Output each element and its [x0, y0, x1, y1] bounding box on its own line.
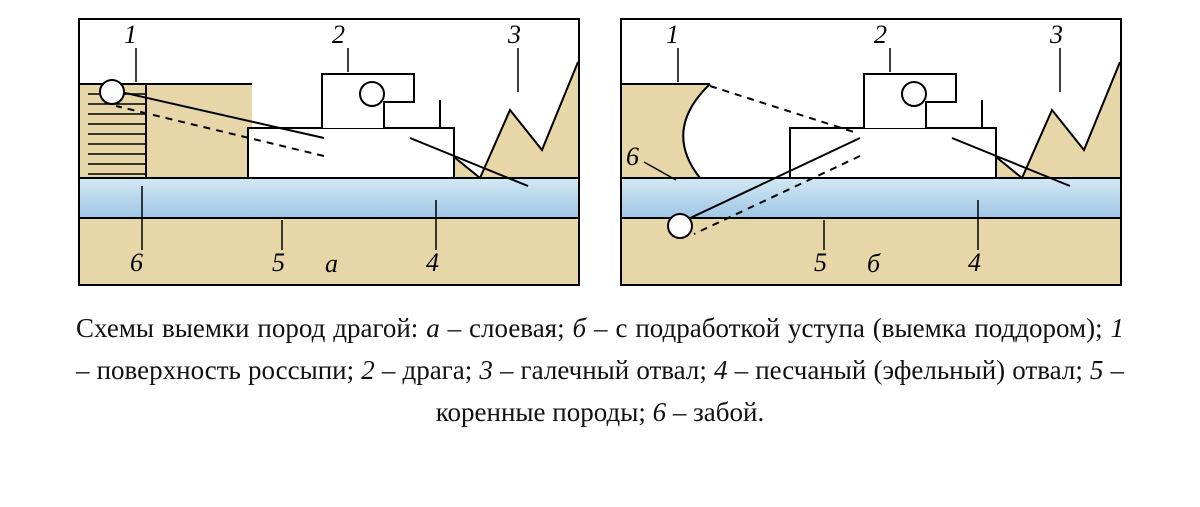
callout-4: 4: [968, 250, 981, 276]
panels-row: 1 2 3 4 5 6 а: [76, 18, 1124, 286]
panel-b: 1 2 3 4 5 6 б: [620, 18, 1122, 286]
figure-caption: Схемы выемки пород драгой: а – слоевая; …: [76, 308, 1124, 434]
caption-key-4: 4: [714, 355, 728, 385]
callout-2: 2: [874, 22, 887, 48]
panel-letter-b: б: [867, 251, 880, 277]
caption-kv: –: [440, 313, 469, 343]
panel-b-svg: [622, 20, 1120, 284]
caption-key-b: б: [573, 313, 587, 343]
caption-lead: Схемы выемки пород драгой:: [76, 313, 426, 343]
callout-2: 2: [332, 22, 345, 48]
caption-key-6: 6: [653, 397, 667, 427]
callout-1: 1: [124, 22, 137, 48]
panel-a: 1 2 3 4 5 6 а: [78, 18, 580, 286]
callout-5: 5: [272, 250, 285, 276]
callout-3: 3: [1050, 22, 1063, 48]
caption-text-a: слоевая: [469, 313, 557, 343]
callout-6: 6: [626, 144, 639, 170]
figure-page: 1 2 3 4 5 6 а: [0, 0, 1200, 507]
caption-text-b: с подработкой уступа (выемка поддором): [615, 313, 1095, 343]
panel-a-svg: [80, 20, 578, 284]
panel-letter-a: а: [325, 251, 338, 277]
caption-key-1: 1: [1111, 313, 1125, 343]
callout-5: 5: [814, 250, 827, 276]
caption-key-3: 3: [479, 355, 493, 385]
caption-key-5: 5: [1090, 355, 1104, 385]
caption-key-a: а: [426, 313, 440, 343]
callout-3: 3: [508, 22, 521, 48]
callout-6: 6: [130, 250, 143, 276]
callout-1: 1: [666, 22, 679, 48]
caption-key-2: 2: [361, 355, 375, 385]
callout-4: 4: [426, 250, 439, 276]
